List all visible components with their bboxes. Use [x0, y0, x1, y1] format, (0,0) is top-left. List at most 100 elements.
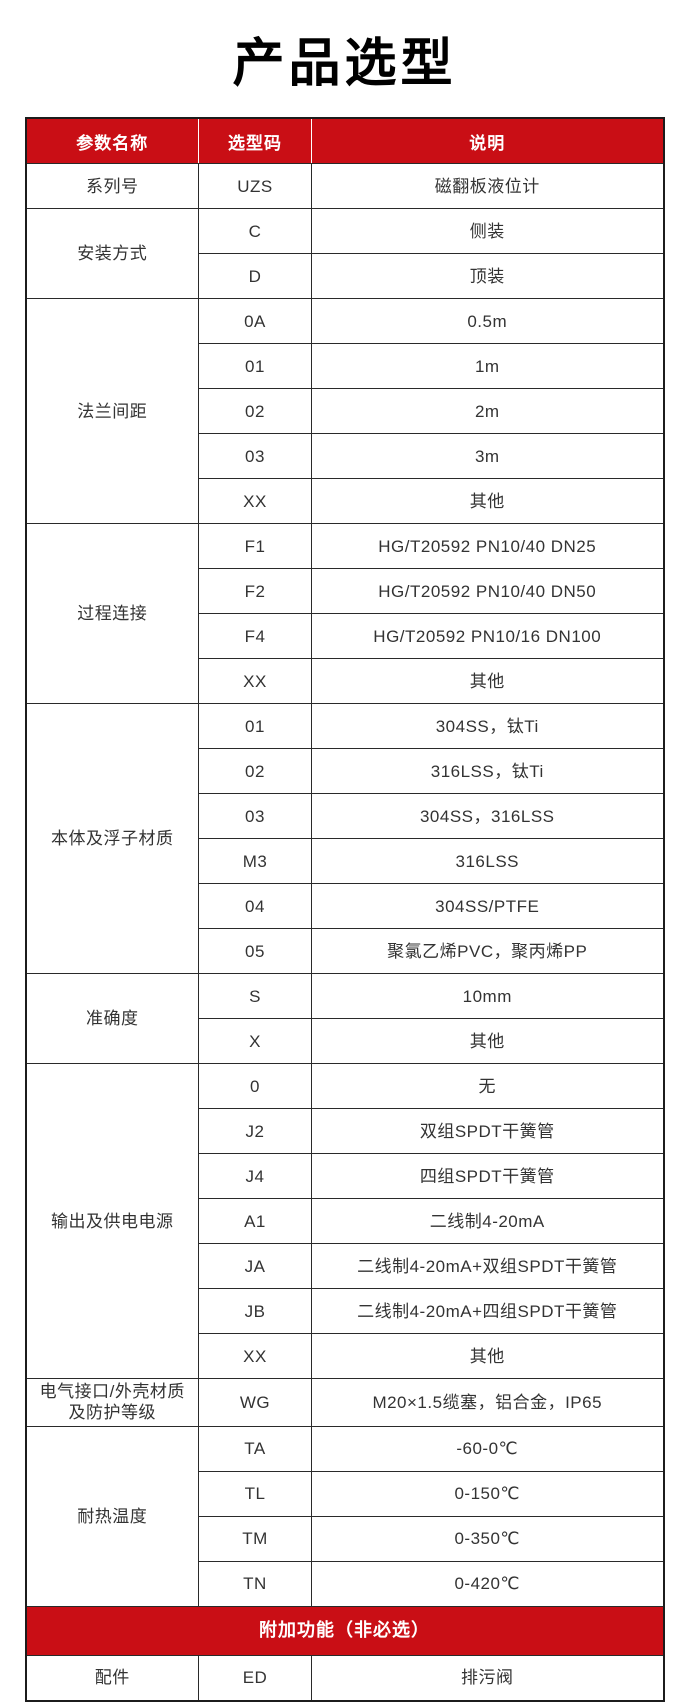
selection-code-cell: 0: [198, 1063, 312, 1110]
selection-code-cell: 01: [198, 343, 312, 390]
table-row: 准确度 S 10mm: [25, 973, 664, 1065]
selection-code-cell: F2: [198, 568, 312, 615]
table-row: F2 HG/T20592 PN10/40 DN50: [26, 568, 664, 615]
table-row: 05 聚氯乙烯PVC，聚丙烯PP: [26, 928, 664, 975]
selection-code-cell: S: [198, 973, 312, 1020]
param-name-cell: 法兰间距: [25, 298, 199, 525]
selection-code-cell: M3: [198, 838, 312, 885]
selection-code-cell: F4: [198, 613, 312, 660]
table-row: 电气接口/外壳材质及防护等级 WG M20×1.5缆塞，铝合金，IP65: [25, 1378, 664, 1427]
description-cell: 304SS，钛Ti: [311, 703, 664, 750]
description-cell: 316LSS，钛Ti: [311, 748, 664, 795]
description-cell: 304SS，316LSS: [311, 793, 664, 840]
table-row: XX 其他: [26, 1333, 664, 1380]
param-name-cell: 电气接口/外壳材质及防护等级: [25, 1378, 199, 1427]
description-cell: 二线制4-20mA: [311, 1198, 664, 1245]
table-row: F4 HG/T20592 PN10/16 DN100: [26, 613, 664, 660]
table-row: 法兰间距 0A 0.5m: [25, 298, 664, 525]
description-cell: 3m: [311, 433, 664, 480]
table-row: 耐热温度 TA -60-0℃: [25, 1425, 664, 1607]
param-name-cell: 准确度: [25, 973, 199, 1065]
description-cell: 二线制4-20mA+双组SPDT干簧管: [311, 1243, 664, 1290]
table-row: TM 0-350℃: [26, 1515, 664, 1562]
selection-code-cell: XX: [198, 478, 312, 525]
description-cell: 无: [311, 1063, 664, 1110]
description-cell: 双组SPDT干簧管: [311, 1108, 664, 1155]
table-row: 01 1m: [26, 343, 664, 390]
table-row: 过程连接 F1 HG/T20592 PN10/40 DN25: [25, 523, 664, 705]
selection-code-cell: JB: [198, 1288, 312, 1335]
selection-code-cell: 03: [198, 793, 312, 840]
description-cell: 磁翻板液位计: [311, 163, 664, 210]
table-row: TL 0-150℃: [26, 1470, 664, 1517]
selection-code-cell: 02: [198, 388, 312, 435]
table-row: XX 其他: [26, 658, 664, 705]
description-cell: 顶装: [311, 253, 664, 300]
selection-code-cell: XX: [198, 658, 312, 705]
table-body-main: 系列号 UZS 磁翻板液位计 安装方式 C 侧装 D 顶装 法兰间距 0A 0.5m 01 1m 02 2m…: [25, 163, 664, 1607]
table-row: 配件 ED 排污阀: [25, 1654, 664, 1702]
table-row: JB 二线制4-20mA+四组SPDT干簧管: [26, 1288, 664, 1335]
table-row: 03 304SS，316LSS: [26, 793, 664, 840]
table-row: 安装方式 C 侧装: [25, 208, 664, 300]
table-row: 04 304SS/PTFE: [26, 883, 664, 930]
table-row: 本体及浮子材质 01 304SS，钛Ti: [25, 703, 664, 975]
selection-code-cell: 01: [198, 703, 312, 750]
param-name-cell: 本体及浮子材质: [25, 703, 199, 975]
description-cell: 2m: [311, 388, 664, 435]
description-cell: 316LSS: [311, 838, 664, 885]
table-row: XX 其他: [26, 478, 664, 525]
table-row: 03 3m: [26, 433, 664, 480]
table-row: M3 316LSS: [26, 838, 664, 885]
banner-row: 附加功能（非必选）: [25, 1605, 664, 1656]
description-cell: 0-420℃: [311, 1560, 664, 1607]
product-selection-table: 参数名称 选型码 说明 系列号 UZS 磁翻板液位计 安装方式 C 侧装 D 顶装 法兰间距 0A…: [24, 117, 665, 1702]
param-name-cell: 系列号: [25, 163, 199, 210]
description-cell: 0-350℃: [311, 1515, 664, 1562]
table-row: JA 二线制4-20mA+双组SPDT干簧管: [26, 1243, 664, 1290]
description-cell: M20×1.5缆塞，铝合金，IP65: [311, 1378, 664, 1427]
table-row: 输出及供电电源 0 无: [25, 1063, 664, 1380]
description-cell: 304SS/PTFE: [311, 883, 664, 930]
description-cell: 10mm: [311, 973, 664, 1020]
selection-code-cell: F1: [198, 523, 312, 570]
description-cell: 其他: [311, 658, 664, 705]
column-header-param-name: 参数名称: [25, 118, 199, 165]
description-cell: 其他: [311, 1333, 664, 1380]
description-cell: HG/T20592 PN10/16 DN100: [311, 613, 664, 660]
selection-code-cell: TM: [198, 1515, 312, 1562]
selection-code-cell: 0A: [198, 298, 312, 345]
description-cell: HG/T20592 PN10/40 DN25: [311, 523, 664, 570]
selection-code-cell: J2: [198, 1108, 312, 1155]
table-body-banner: 附加功能（非必选）: [25, 1605, 664, 1656]
selection-code-cell: TL: [198, 1470, 312, 1517]
description-cell: 排污阀: [311, 1654, 664, 1702]
column-header-selection-code: 选型码: [198, 118, 312, 165]
description-cell: 二线制4-20mA+四组SPDT干簧管: [311, 1288, 664, 1335]
selection-code-cell: JA: [198, 1243, 312, 1290]
description-cell: 其他: [311, 1018, 664, 1065]
column-header-description: 说明: [311, 118, 664, 165]
table-header: 参数名称 选型码 说明: [25, 118, 664, 165]
description-cell: 0-150℃: [311, 1470, 664, 1517]
description-cell: 其他: [311, 478, 664, 525]
selection-code-cell: ED: [198, 1654, 312, 1702]
param-name-cell: 安装方式: [25, 208, 199, 300]
table-row: J2 双组SPDT干簧管: [26, 1108, 664, 1155]
table-row: TN 0-420℃: [26, 1560, 664, 1607]
selection-code-cell: X: [198, 1018, 312, 1065]
selection-code-cell: D: [198, 253, 312, 300]
selection-code-cell: C: [198, 208, 312, 255]
selection-code-cell: 02: [198, 748, 312, 795]
description-cell: -60-0℃: [311, 1425, 664, 1472]
param-name-cell: 输出及供电电源: [25, 1063, 199, 1380]
header-row: 参数名称 选型码 说明: [25, 118, 664, 165]
table-row: D 顶装: [26, 253, 664, 300]
description-cell: HG/T20592 PN10/40 DN50: [311, 568, 664, 615]
description-cell: 聚氯乙烯PVC，聚丙烯PP: [311, 928, 664, 975]
selection-code-cell: 03: [198, 433, 312, 480]
param-name-cell: 耐热温度: [25, 1425, 199, 1607]
param-name-cell: 过程连接: [25, 523, 199, 705]
selection-code-cell: 05: [198, 928, 312, 975]
table-row: 系列号 UZS 磁翻板液位计: [25, 163, 664, 210]
